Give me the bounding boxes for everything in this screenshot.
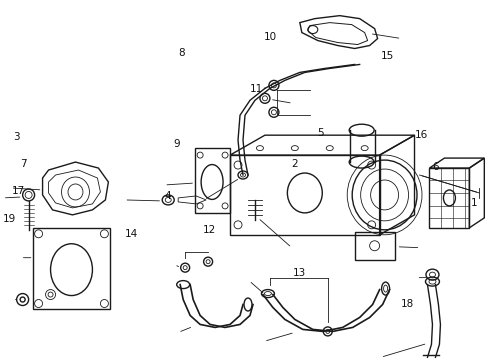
- Text: 16: 16: [414, 130, 427, 140]
- Text: 2: 2: [290, 159, 297, 169]
- Text: 6: 6: [431, 162, 438, 172]
- Text: 3: 3: [13, 132, 20, 142]
- Text: 14: 14: [125, 229, 138, 239]
- Text: 18: 18: [400, 299, 413, 309]
- Text: 4: 4: [163, 191, 170, 201]
- Text: 15: 15: [380, 51, 393, 61]
- Text: 11: 11: [249, 84, 262, 94]
- Text: 19: 19: [3, 215, 17, 224]
- Text: 13: 13: [293, 268, 306, 278]
- Text: 17: 17: [11, 186, 24, 196]
- Text: 1: 1: [470, 198, 477, 208]
- Text: 7: 7: [20, 159, 27, 169]
- Text: 9: 9: [173, 139, 180, 149]
- Text: 12: 12: [203, 225, 216, 235]
- Text: 10: 10: [264, 32, 277, 41]
- Text: 8: 8: [178, 48, 185, 58]
- Text: 5: 5: [317, 129, 324, 138]
